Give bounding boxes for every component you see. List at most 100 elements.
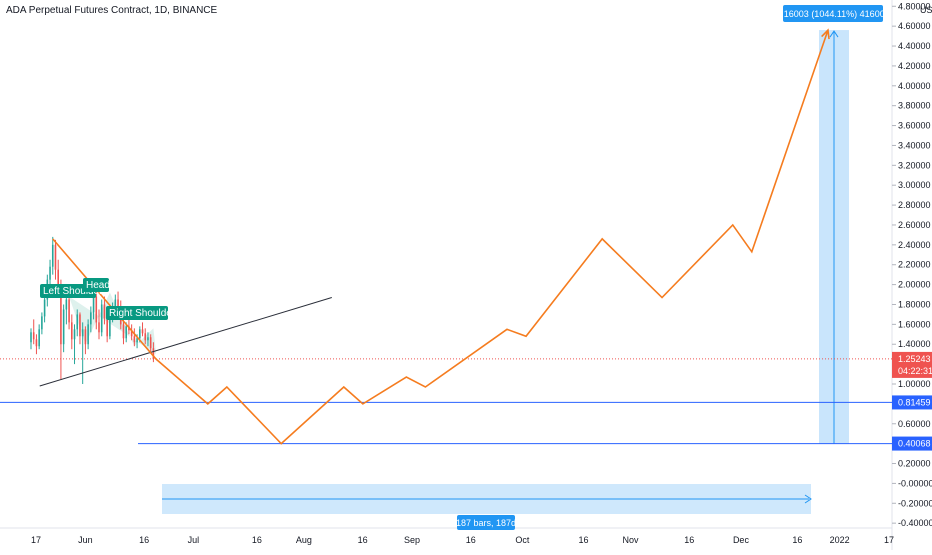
pattern-label: Right Shoulder	[109, 308, 176, 319]
candle-body	[147, 337, 149, 341]
time-tick-label: 16	[139, 535, 149, 545]
head-shoulders-pattern	[69, 292, 157, 355]
price-tick-label: 2.60000	[898, 220, 931, 230]
price-tick-label: 3.40000	[898, 140, 931, 150]
pattern-label: Head	[86, 280, 110, 291]
candle-body	[57, 269, 59, 285]
pattern-label-box	[40, 284, 96, 298]
time-tick-label: Aug	[296, 535, 312, 545]
price-tick-label: 0.60000	[898, 419, 931, 429]
candle-body	[51, 244, 54, 267]
candle-body	[68, 299, 70, 323]
candle-body	[125, 326, 127, 339]
price-range-label: 4.16003 (1044.11%) 416003	[776, 9, 889, 19]
candle-body	[100, 304, 103, 333]
time-tick-label: 17	[884, 535, 894, 545]
candle-body	[90, 312, 92, 325]
hline-price-box	[892, 436, 932, 451]
candle-body	[95, 296, 98, 323]
projection-arrowhead	[821, 28, 830, 40]
candle-body	[103, 304, 106, 319]
time-tick-label: Jul	[188, 535, 200, 545]
price-tick-label: 3.60000	[898, 121, 931, 131]
time-tick-label: 16	[358, 535, 368, 545]
time-tick-label: 16	[792, 535, 802, 545]
hline-price-label: 0.40068	[898, 439, 931, 449]
candle-body	[30, 332, 32, 343]
pattern-label-box	[106, 306, 168, 320]
candle-body	[136, 338, 138, 343]
price-tick-label: 4.60000	[898, 21, 931, 31]
candle-body	[81, 329, 84, 337]
price-tick-label: 4.20000	[898, 61, 931, 71]
candle-body	[92, 296, 95, 313]
time-tick-label: Nov	[623, 535, 640, 545]
price-range-arrowhead	[829, 30, 839, 38]
price-tick-label: 1.60000	[898, 319, 931, 329]
candle-body	[130, 330, 133, 337]
time-tick-label: Dec	[733, 535, 750, 545]
candle-body	[139, 329, 141, 339]
candle-body	[149, 337, 152, 349]
candle-body	[79, 314, 81, 337]
price-tick-label: 2.80000	[898, 200, 931, 210]
time-tick-label: 17	[31, 535, 41, 545]
pattern-label: Left Shoulder	[43, 286, 103, 297]
candle-body	[71, 322, 73, 340]
price-tick-label: 1.80000	[898, 299, 931, 309]
time-tick-label: Jun	[78, 535, 93, 545]
price-range-label-box	[783, 5, 883, 22]
candle-body	[41, 316, 43, 330]
current-price-label: 1.25243	[898, 354, 931, 364]
price-tick-label: 4.00000	[898, 81, 931, 91]
price-tick-label: 1.00000	[898, 379, 931, 389]
price-tick-label: 2.40000	[898, 240, 931, 250]
pattern-label-box	[83, 278, 109, 292]
candle-body	[38, 329, 40, 347]
candle-body	[65, 299, 68, 310]
candle-body	[117, 299, 119, 307]
candle-body	[35, 339, 38, 347]
candle-body	[114, 299, 117, 309]
candle-body	[98, 322, 100, 333]
currency-label: USD	[920, 5, 932, 15]
pattern-area	[69, 292, 157, 355]
date-range-label: 187 bars, 187d	[456, 518, 516, 528]
price-tick-label: 3.00000	[898, 180, 931, 190]
current-price-box	[892, 351, 932, 378]
axis-labels: 0.81459 0.40068 1.25243 04:22:31	[892, 351, 932, 451]
candle-body	[84, 329, 87, 345]
price-tick-label: 4.40000	[898, 41, 931, 51]
candle-body	[62, 309, 65, 345]
candle-body	[144, 333, 147, 341]
date-range-arrowhead	[804, 494, 812, 504]
candle-body	[141, 329, 144, 334]
time-tick-label: 16	[579, 535, 589, 545]
time-axis: 17 Jun 16 Jul 16 Aug 16 Sep 16 Oct 16 Nov 16 Dec 16 202…	[0, 527, 894, 545]
range-tools: 187 bars, 187d 4.16003 (1044.11%) 416003	[162, 5, 890, 530]
price-tick-label: -0.40000	[898, 518, 932, 528]
candle-body	[49, 266, 51, 280]
countdown-label: 04:22:31	[898, 366, 932, 376]
projection-path	[52, 29, 829, 445]
candle-body	[87, 324, 89, 345]
trendline	[39, 297, 332, 387]
candle-body	[54, 244, 57, 270]
price-tick-label: 3.20000	[898, 160, 931, 170]
price-tick-label: -0.20000	[898, 498, 932, 508]
hline-price-box	[892, 395, 932, 410]
candle-body	[122, 324, 125, 339]
candle-body	[32, 332, 35, 340]
price-tick-label: 3.80000	[898, 101, 931, 111]
price-tick-label: -0.00000	[898, 478, 932, 488]
price-tick-label: 2.20000	[898, 260, 931, 270]
price-tick-label: 0.20000	[898, 459, 931, 469]
time-tick-label: 16	[252, 535, 262, 545]
candle-body	[133, 336, 136, 343]
time-tick-label: Sep	[404, 535, 420, 545]
date-range-label-box	[457, 515, 515, 530]
horizontal-lines	[0, 358, 892, 445]
